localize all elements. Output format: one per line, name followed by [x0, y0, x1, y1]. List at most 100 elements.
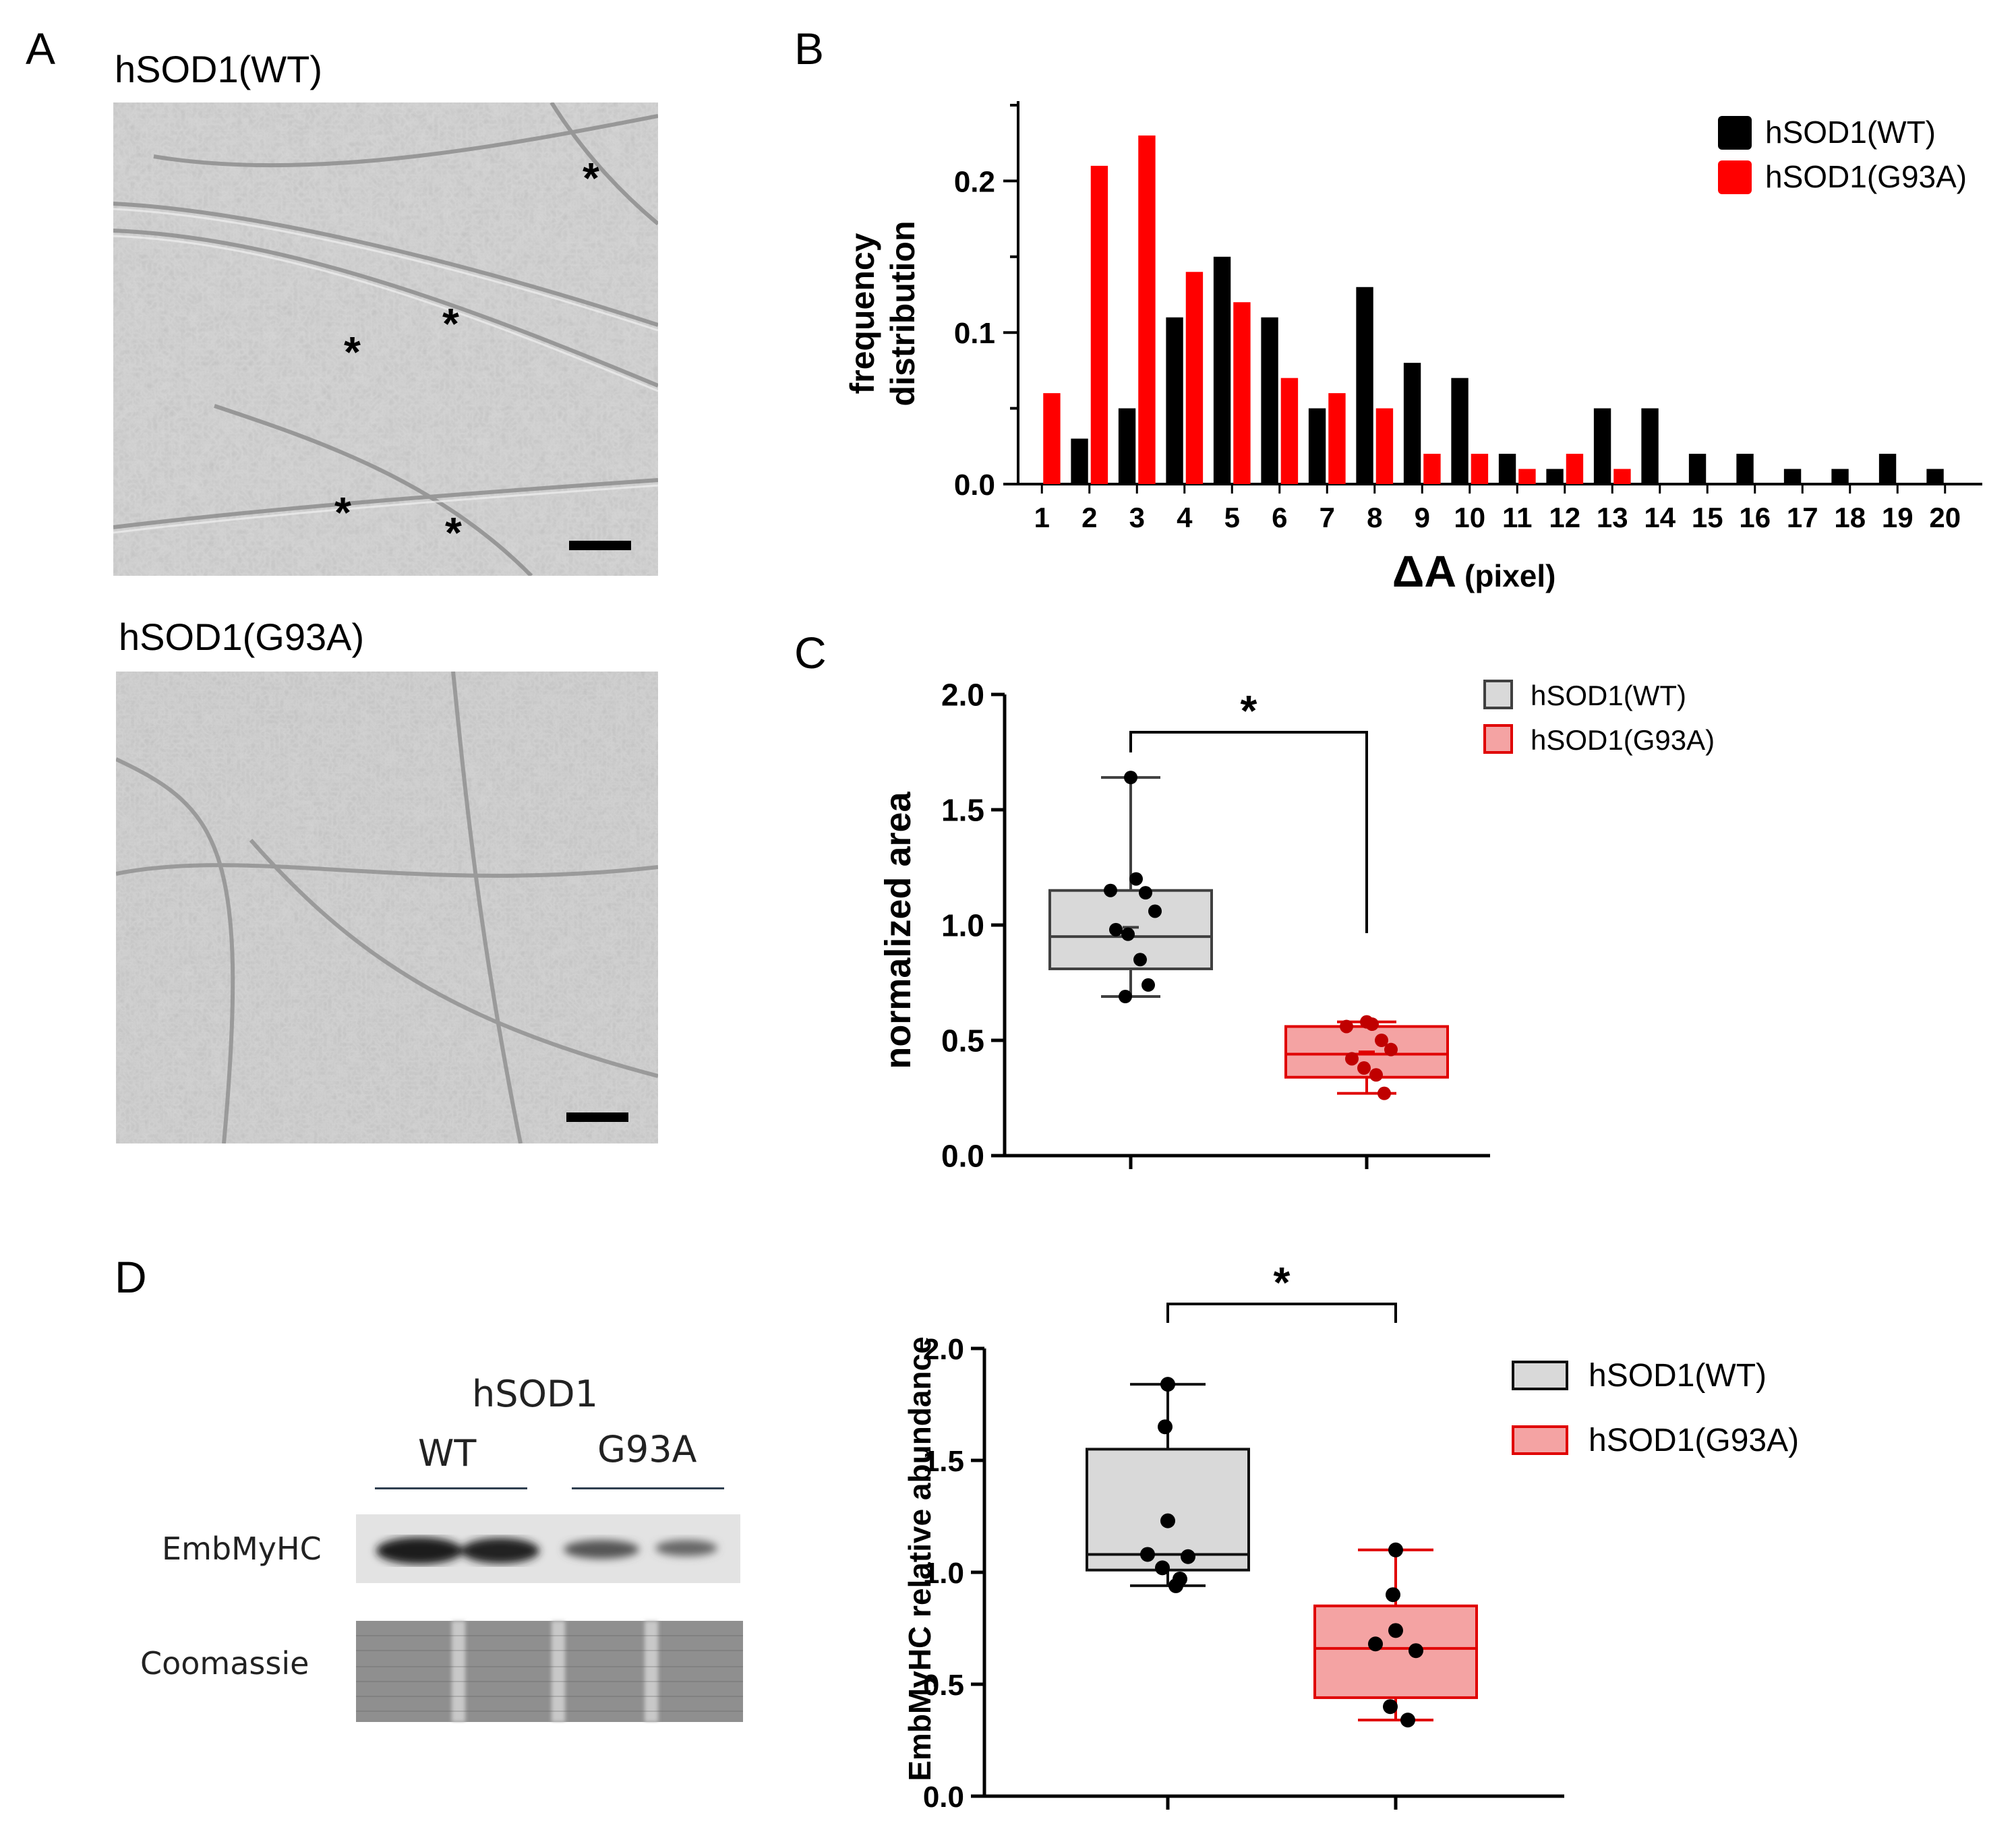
histogram-bar-g93a [1328, 393, 1346, 484]
histogram-x-tick-label: 2 [1081, 502, 1097, 533]
boxplot-y-tick-label: 0.0 [941, 1139, 984, 1174]
histogram-y-tick-label: 0.0 [954, 469, 995, 502]
wt-myotube-marker: * [445, 508, 462, 557]
data-point-wt [1148, 904, 1162, 918]
histogram-bar-wt [1356, 287, 1373, 484]
histogram-x-tick-label: 9 [1415, 502, 1430, 533]
histogram-bar-wt [1213, 256, 1231, 484]
box-wt [1048, 889, 1213, 970]
data-point-wt [1121, 927, 1135, 941]
significance-marker: * [1274, 1268, 1291, 1307]
legend-label-wt: hSOD1(WT) [1589, 1358, 1767, 1394]
histogram-bar-g93a [1185, 272, 1204, 484]
histogram-x-tick-label: 8 [1367, 502, 1382, 533]
data-point-wt [1158, 1419, 1173, 1435]
histogram-ylabel-line2: distribution [884, 221, 922, 407]
data-point-g93a [1368, 1636, 1383, 1652]
panel-d-letter: D [115, 1252, 147, 1302]
blot-lane-wt-underline [375, 1487, 527, 1489]
histogram-y-axis-label: frequency distribution [843, 221, 922, 407]
g93a-micrograph-texture [116, 672, 658, 1143]
boxplot-y-tick-label: 1.5 [941, 793, 984, 828]
histogram-x-tick-label: 16 [1739, 502, 1771, 533]
histogram-bar-wt [1831, 469, 1849, 484]
data-point-g93a [1383, 1699, 1398, 1715]
coomassie-lane-gaps [452, 1621, 658, 1722]
histogram-x-tick-label: 11 [1502, 502, 1532, 533]
data-point-g93a [1375, 1034, 1388, 1047]
panel-d-boxplot: 0.0 0.5 1.0 1.5 2.0 * EmbMyHC relative abunda… [902, 1268, 1799, 1814]
histogram-bar-g93a [1375, 408, 1394, 484]
coomassie-gap [552, 1621, 565, 1722]
data-point-g93a [1409, 1643, 1423, 1659]
histogram-bar-wt [1118, 408, 1136, 484]
boxplot-c-legend: hSOD1(WT) hSOD1(G93A) [1483, 680, 1715, 756]
panel-c-letter: C [794, 628, 827, 678]
western-blot-image [356, 1514, 743, 1722]
data-point-wt [1109, 922, 1123, 937]
histogram-bar-wt [1546, 469, 1564, 484]
histogram-legend: hSOD1(WT) hSOD1(G93A) [1718, 115, 1967, 194]
histogram-bar-wt [1261, 317, 1278, 484]
histogram-xlabel-delta: ΔA [1392, 546, 1456, 596]
coomassie-membrane [356, 1621, 743, 1722]
boxplot-y-tick-label: 0.5 [923, 1669, 964, 1702]
box-wt [1086, 1448, 1250, 1572]
histogram-bar-wt [1071, 438, 1088, 484]
data-point-g93a [1369, 1068, 1383, 1082]
boxplot-d-plot-area: 0.0 0.5 1.0 1.5 2.0 * [923, 1268, 1564, 1814]
wt-myotube-marker: * [583, 154, 599, 202]
legend-swatch-wt [1718, 116, 1752, 150]
legend-swatch-g93a [1483, 724, 1513, 754]
histogram-bar-g93a [1233, 302, 1251, 484]
histogram-x-tick-label: 3 [1129, 502, 1145, 533]
legend-label-wt: hSOD1(WT) [1765, 115, 1936, 150]
data-point-g93a [1384, 1042, 1398, 1057]
histogram-bar-wt [1736, 454, 1754, 484]
legend-swatch-wt [1483, 680, 1513, 709]
data-point-g93a [1388, 1542, 1403, 1557]
data-point-g93a [1365, 1017, 1379, 1032]
coomassie-gap [645, 1621, 658, 1722]
histogram-plot-area: 0.00.10.21 2 3 4 5 6 7 8 9 10 11 12 13 14 15 16 17 18 19 20 [954, 101, 1982, 533]
histogram-xlabel-unit: (pixel) [1464, 558, 1555, 593]
embmyhc-band [655, 1540, 717, 1556]
histogram-x-tick-label: 6 [1272, 502, 1287, 533]
legend-label-wt: hSOD1(WT) [1531, 680, 1686, 711]
box-g93a [1313, 1604, 1478, 1699]
legend-swatch-wt [1512, 1361, 1568, 1390]
data-point-g93a [1388, 1623, 1403, 1638]
blot-row-label-embmyhc: EmbMyHC [162, 1531, 322, 1567]
data-point-wt [1133, 953, 1147, 967]
wt-myotube-marker: * [344, 328, 361, 376]
significance-bracket [1166, 1303, 1397, 1323]
data-point-wt [1124, 771, 1137, 785]
data-point-wt [1160, 1513, 1175, 1528]
panel-a-letter: A [26, 24, 56, 73]
histogram-bar-wt [1688, 454, 1707, 484]
significance-bracket [1129, 731, 1368, 933]
panel-b-letter: B [794, 24, 825, 73]
data-point-g93a [1377, 1086, 1391, 1100]
histogram-ylabel-line1: frequency [843, 233, 881, 394]
blot-lane-wt: WT [418, 1432, 477, 1475]
wt-micrograph-title: hSOD1(WT) [115, 48, 322, 90]
data-point-wt [1168, 1578, 1183, 1593]
boxplot-d-legend: hSOD1(WT) hSOD1(G93A) [1512, 1358, 1799, 1458]
coomassie-gap [452, 1621, 465, 1722]
boxplot-c-plot-area: 0.0 0.5 1.0 1.5 2.0 * [941, 678, 1490, 1174]
histogram-bar-wt [1641, 408, 1659, 484]
histogram-bar-wt [1783, 469, 1802, 484]
histogram-x-tick-label: 7 [1320, 502, 1335, 533]
histogram-bar-g93a [1280, 378, 1299, 484]
histogram-bar-wt [1308, 408, 1326, 484]
data-point-wt [1181, 1549, 1195, 1564]
coomassie-stripes [356, 1635, 743, 1712]
histogram-y-tick-label: 0.1 [954, 317, 995, 350]
histogram-bar-g93a [1566, 454, 1584, 484]
boxplot-y-tick-label: 1.5 [923, 1445, 964, 1478]
histogram-bar-g93a [1138, 135, 1156, 485]
histogram-bar-wt [1878, 454, 1897, 484]
legend-swatch-g93a [1718, 160, 1752, 194]
histogram-x-tick-label: 1 [1034, 502, 1050, 533]
